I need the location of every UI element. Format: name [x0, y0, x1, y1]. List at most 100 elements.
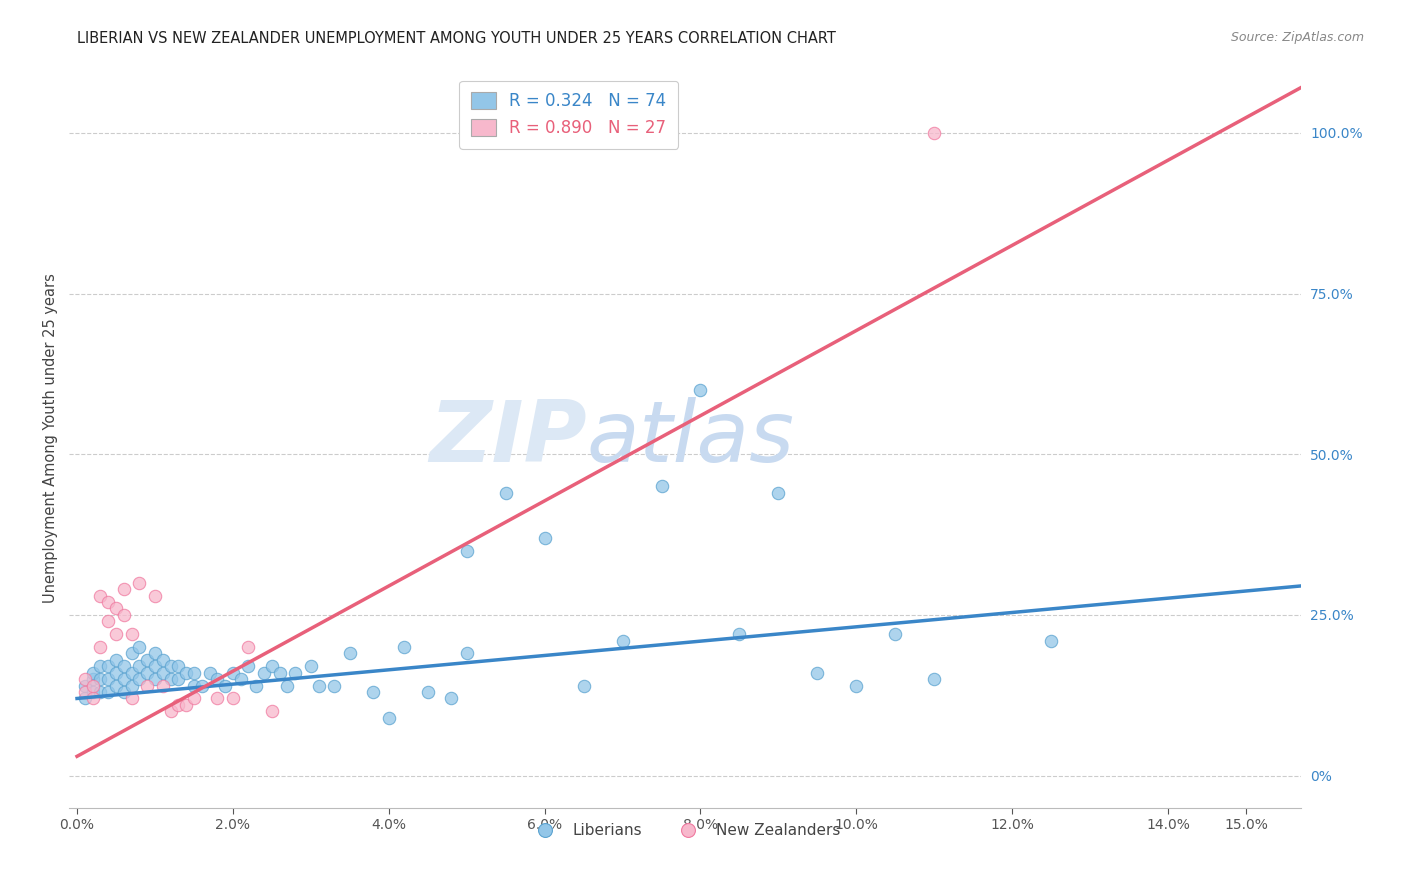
Legend: Liberians, New Zealanders: Liberians, New Zealanders: [523, 817, 846, 845]
Point: [533, 531, 555, 545]
Point: [190, 679, 212, 693]
Point: [82, 691, 104, 706]
Point: [377, 711, 399, 725]
Point: [89, 672, 111, 686]
Point: [222, 665, 245, 680]
Point: [73, 672, 96, 686]
Point: [159, 704, 181, 718]
Text: atlas: atlas: [586, 397, 794, 480]
Point: [167, 672, 190, 686]
Point: [104, 665, 127, 680]
Point: [136, 665, 159, 680]
Point: [82, 679, 104, 693]
Point: [73, 679, 96, 693]
Point: [339, 647, 361, 661]
Point: [143, 589, 166, 603]
Point: [495, 485, 517, 500]
Point: [229, 672, 252, 686]
Point: [922, 672, 945, 686]
Point: [112, 659, 135, 673]
Point: [121, 665, 143, 680]
Point: [128, 640, 150, 654]
Point: [768, 485, 790, 500]
Point: [1040, 633, 1063, 648]
Point: [207, 672, 229, 686]
Point: [73, 685, 96, 699]
Point: [89, 589, 111, 603]
Point: [276, 679, 298, 693]
Point: [112, 672, 135, 686]
Point: [612, 633, 634, 648]
Point: [82, 672, 104, 686]
Point: [112, 607, 135, 622]
Point: [159, 659, 181, 673]
Point: [121, 647, 143, 661]
Point: [260, 659, 283, 673]
Point: [845, 679, 868, 693]
Point: [214, 679, 236, 693]
Point: [97, 685, 120, 699]
Point: [104, 679, 127, 693]
Point: [82, 665, 104, 680]
Point: [143, 672, 166, 686]
Point: [121, 627, 143, 641]
Point: [89, 640, 111, 654]
Point: [323, 679, 346, 693]
Point: [89, 659, 111, 673]
Point: [183, 665, 205, 680]
Point: [299, 659, 322, 673]
Point: [128, 672, 150, 686]
Point: [456, 543, 478, 558]
Point: [269, 665, 291, 680]
Point: [245, 679, 267, 693]
Point: [260, 704, 283, 718]
Point: [121, 691, 143, 706]
Point: [97, 615, 120, 629]
Point: [128, 659, 150, 673]
Point: [104, 627, 127, 641]
Point: [183, 691, 205, 706]
Text: LIBERIAN VS NEW ZEALANDER UNEMPLOYMENT AMONG YOUTH UNDER 25 YEARS CORRELATION CH: LIBERIAN VS NEW ZEALANDER UNEMPLOYMENT A…: [77, 31, 837, 46]
Point: [167, 659, 190, 673]
Point: [104, 653, 127, 667]
Point: [128, 575, 150, 590]
Point: [650, 479, 672, 493]
Point: [728, 627, 751, 641]
Point: [416, 685, 439, 699]
Point: [174, 698, 197, 712]
Point: [97, 659, 120, 673]
Point: [238, 659, 260, 673]
Point: [308, 679, 330, 693]
Point: [361, 685, 384, 699]
Point: [97, 595, 120, 609]
Point: [104, 601, 127, 615]
Text: Source: ZipAtlas.com: Source: ZipAtlas.com: [1230, 31, 1364, 45]
Point: [174, 665, 197, 680]
Point: [152, 665, 174, 680]
Point: [806, 665, 828, 680]
Point: [112, 582, 135, 597]
Point: [222, 691, 245, 706]
Point: [689, 383, 711, 397]
Point: [136, 679, 159, 693]
Point: [159, 672, 181, 686]
Text: ZIP: ZIP: [429, 397, 586, 480]
Point: [884, 627, 907, 641]
Point: [167, 698, 190, 712]
Point: [152, 653, 174, 667]
Point: [207, 691, 229, 706]
Point: [394, 640, 416, 654]
Point: [97, 672, 120, 686]
Point: [82, 685, 104, 699]
Point: [183, 679, 205, 693]
Point: [572, 679, 595, 693]
Point: [440, 691, 463, 706]
Point: [284, 665, 307, 680]
Point: [922, 126, 945, 140]
Point: [121, 679, 143, 693]
Point: [152, 679, 174, 693]
Point: [456, 647, 478, 661]
Point: [143, 659, 166, 673]
Point: [112, 685, 135, 699]
Point: [136, 653, 159, 667]
